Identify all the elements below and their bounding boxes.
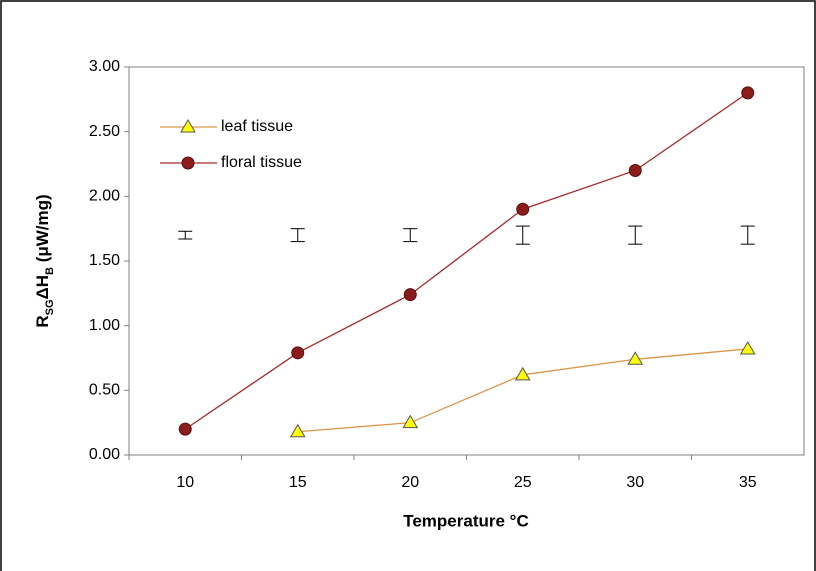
legend-label: floral tissue	[221, 154, 302, 171]
error-bar	[178, 230, 193, 240]
x-tick-label: 35	[739, 474, 757, 491]
x-tick-label: 30	[626, 474, 644, 491]
legend-label: leaf tissue	[221, 118, 293, 135]
marker	[402, 414, 419, 429]
y-tick-label: 1.00	[89, 317, 120, 334]
marker	[516, 202, 530, 216]
series-line	[184, 92, 749, 430]
y-label-part: B	[44, 267, 56, 275]
x-tick-label: 20	[401, 474, 419, 491]
y-label-part: (μW/mg)	[33, 194, 52, 267]
x-tick-label: 15	[289, 474, 307, 491]
y-tick-label: 2.00	[89, 188, 120, 205]
x-axis-label: Temperature °C	[403, 511, 529, 530]
marker	[627, 351, 644, 365]
legend-marker	[180, 119, 196, 133]
marker	[741, 86, 755, 100]
marker	[514, 366, 531, 381]
error-bar	[403, 228, 418, 243]
x-tick-label: 25	[514, 474, 532, 491]
error-bar	[628, 225, 643, 245]
marker	[739, 340, 756, 355]
error-bar	[290, 228, 305, 243]
x-tick-label: 10	[176, 474, 194, 491]
y-label-part: ΔH	[33, 275, 52, 300]
marker	[403, 288, 417, 302]
marker	[291, 346, 305, 360]
y-tick-label: 3.00	[89, 58, 120, 75]
error-bar	[515, 225, 530, 245]
y-tick-label: 1.50	[89, 252, 120, 269]
y-label-part: SG	[44, 299, 56, 315]
marker	[628, 163, 642, 177]
marker	[289, 423, 306, 438]
marker	[178, 422, 192, 436]
error-bar	[740, 225, 755, 245]
y-tick-label: 2.50	[89, 123, 120, 140]
y-tick-label: 0.00	[89, 446, 120, 463]
legend-marker	[181, 156, 195, 170]
y-label-part: R	[33, 315, 52, 327]
y-tick-label: 0.50	[89, 382, 120, 399]
y-axis-label: RSGΔHB (μW/mg)	[33, 194, 55, 327]
